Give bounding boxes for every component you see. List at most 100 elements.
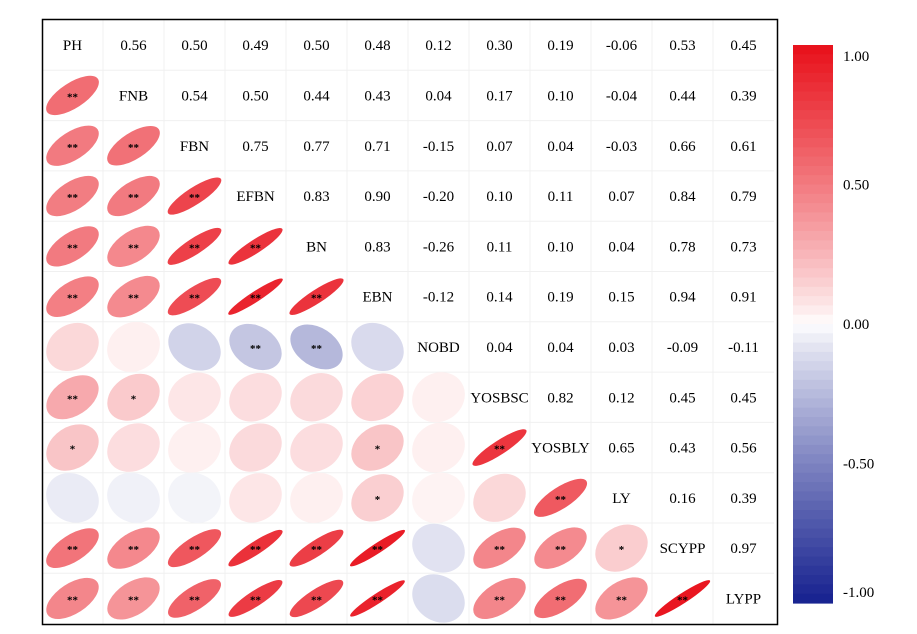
correlation-ellipse-group [46, 226, 99, 267]
correlation-value: -0.09 [667, 340, 698, 356]
correlation-ellipse-group [290, 472, 343, 523]
correlation-value: 0.04 [425, 88, 452, 104]
colorbar-segment [793, 324, 833, 334]
correlation-value: -0.11 [728, 340, 759, 356]
correlation-ellipse [473, 577, 526, 619]
colorbar-segment [793, 351, 833, 362]
correlation-ellipse-group [107, 321, 160, 373]
colorbar-segment [793, 147, 833, 158]
colorbar-segment [793, 231, 833, 241]
correlation-value: 0.49 [242, 38, 268, 54]
significance-mark: * [375, 444, 381, 456]
significance-mark: * [619, 544, 625, 556]
correlation-value: 0.83 [364, 239, 390, 255]
correlation-value: 0.43 [669, 441, 695, 457]
colorbar-segment [793, 119, 833, 130]
correlation-ellipse [289, 278, 344, 315]
correlation-ellipse-group [412, 574, 465, 623]
correlation-ellipse [290, 423, 343, 472]
correlation-ellipse [46, 577, 99, 619]
correlation-ellipse [472, 429, 527, 466]
significance-mark: ** [250, 242, 262, 254]
correlation-value: 0.15 [608, 290, 634, 306]
correlation-value: 0.43 [364, 88, 390, 104]
colorbar-segment [793, 519, 833, 530]
correlation-value: 0.44 [669, 88, 696, 104]
colorbar-segment [793, 82, 833, 93]
significance-mark: ** [128, 242, 140, 254]
correlation-ellipse [289, 529, 344, 567]
correlation-ellipse-group [289, 529, 344, 567]
colorbar-segment [793, 91, 833, 102]
significance-mark: ** [555, 594, 567, 606]
significance-mark: ** [311, 544, 323, 556]
significance-mark: ** [67, 544, 79, 556]
colorbar-segment [793, 398, 833, 409]
colorbar-segment [793, 63, 833, 74]
colorbar-segment [793, 370, 833, 381]
correlation-ellipse-group [107, 472, 160, 523]
colorbar-segment [793, 138, 833, 148]
correlation-ellipse-group [228, 228, 283, 265]
correlation-value: 0.61 [730, 139, 756, 155]
correlation-ellipse [289, 579, 344, 618]
correlation-value: 0.04 [486, 340, 513, 356]
correlation-ellipse [290, 324, 343, 370]
correlation-value: 0.71 [364, 139, 390, 155]
correlation-ellipse [473, 527, 526, 569]
correlation-ellipse [351, 373, 404, 422]
correlation-value: 0.07 [608, 189, 635, 205]
colorbar-segment [793, 100, 833, 111]
colorbar-segment [793, 537, 833, 548]
correlation-ellipse-group [167, 177, 222, 215]
correlation-ellipse [46, 276, 99, 317]
correlation-value: 0.75 [242, 139, 268, 155]
significance-mark: ** [250, 544, 262, 556]
significance-mark: ** [189, 192, 201, 204]
correlation-value: 0.39 [730, 491, 756, 507]
correlation-value: 0.73 [730, 239, 756, 255]
correlation-ellipse-group [534, 578, 587, 619]
colorbar-tick-label: -0.50 [843, 457, 874, 473]
colorbar-segment [793, 575, 833, 585]
correlation-value: 0.83 [303, 189, 329, 205]
correlation-value: 0.17 [486, 88, 513, 104]
significance-mark: * [70, 444, 76, 456]
correlation-value: 0.50 [303, 38, 329, 54]
matrix-border [41, 18, 779, 626]
correlation-ellipse [167, 529, 222, 568]
correlation-ellipse [46, 125, 99, 166]
correlation-value: 0.84 [669, 189, 696, 205]
correlation-value: 0.44 [303, 88, 330, 104]
colorbar-segment [793, 277, 833, 288]
colorbar-segment [793, 593, 833, 604]
correlation-value: 0.94 [669, 290, 696, 306]
correlation-ellipse [46, 175, 99, 217]
correlation-ellipse [107, 321, 160, 373]
correlation-ellipse [107, 472, 160, 523]
significance-mark: ** [250, 293, 262, 305]
colorbar-segment [793, 528, 833, 539]
correlation-value: 0.07 [486, 139, 513, 155]
correlation-ellipse [533, 478, 588, 517]
colorbar-segment [793, 165, 833, 176]
correlation-value: 0.45 [730, 390, 756, 406]
correlation-value: 0.79 [730, 189, 756, 205]
colorbar-tick-label: 0.00 [843, 317, 869, 333]
colorbar: 1.00 0.50 0.00 -0.50 -1.00 [793, 45, 874, 604]
correlation-ellipse [229, 423, 282, 472]
correlation-ellipse-group [473, 577, 526, 619]
correlation-ellipse [168, 472, 221, 524]
correlation-ellipse [46, 375, 99, 420]
correlation-ellipse-group [107, 225, 160, 267]
correlation-ellipse-group [107, 275, 160, 318]
significance-mark: ** [67, 594, 79, 606]
colorbar-tick-label: 0.50 [843, 178, 869, 194]
matrix-cells: PH 0.56 0.50 0.49 0.50 0.48 0.12 0.30 0.19 -0.06 0… [46, 38, 761, 623]
correlation-ellipse [228, 580, 283, 617]
correlation-ellipse [46, 226, 99, 267]
variable-label: LY [612, 491, 631, 507]
significance-mark: ** [311, 343, 323, 355]
correlation-value: 0.10 [547, 88, 573, 104]
